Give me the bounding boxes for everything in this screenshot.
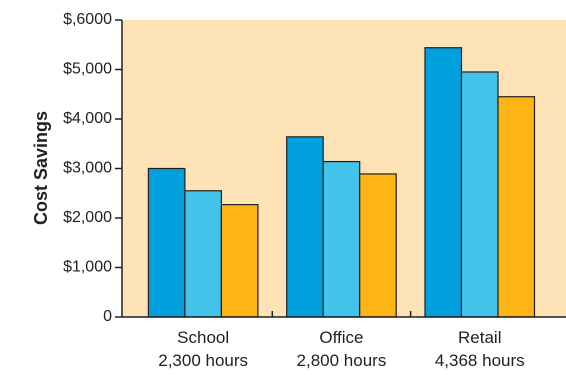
bar bbox=[286, 136, 324, 318]
x-tick-label-line: 2,300 hours bbox=[158, 351, 248, 370]
x-tick-label-line: School bbox=[177, 328, 229, 347]
bar bbox=[359, 173, 397, 318]
y-axis-label: Cost Savings bbox=[31, 111, 51, 225]
bar bbox=[322, 160, 361, 318]
y-tick-label: $1,000 bbox=[63, 259, 112, 276]
y-tick-label: $,6000 bbox=[63, 11, 112, 28]
x-tick-label: School 2,300 hours bbox=[158, 328, 248, 370]
x-tick-label-line: Retail bbox=[458, 328, 501, 347]
bar bbox=[497, 96, 536, 318]
bar bbox=[424, 47, 463, 318]
x-tick-label: Retail 4,368 hours bbox=[435, 328, 525, 370]
y-tick-label: $3,000 bbox=[63, 160, 112, 177]
y-tick-label: $5,000 bbox=[63, 61, 112, 78]
bar bbox=[460, 71, 499, 318]
x-tick-label: Office 2,800 hours bbox=[297, 328, 387, 370]
bar bbox=[220, 204, 259, 318]
x-tick-label-line: Office bbox=[319, 328, 363, 347]
y-tick-label: $4,000 bbox=[63, 110, 112, 127]
bar bbox=[147, 167, 186, 318]
x-tick-label-line: 2,800 hours bbox=[297, 351, 387, 370]
y-tick-label: $2,000 bbox=[63, 209, 112, 226]
x-tick-label-line: 4,368 hours bbox=[435, 351, 525, 370]
y-tick-label: 0 bbox=[103, 308, 112, 325]
bar bbox=[184, 190, 222, 318]
